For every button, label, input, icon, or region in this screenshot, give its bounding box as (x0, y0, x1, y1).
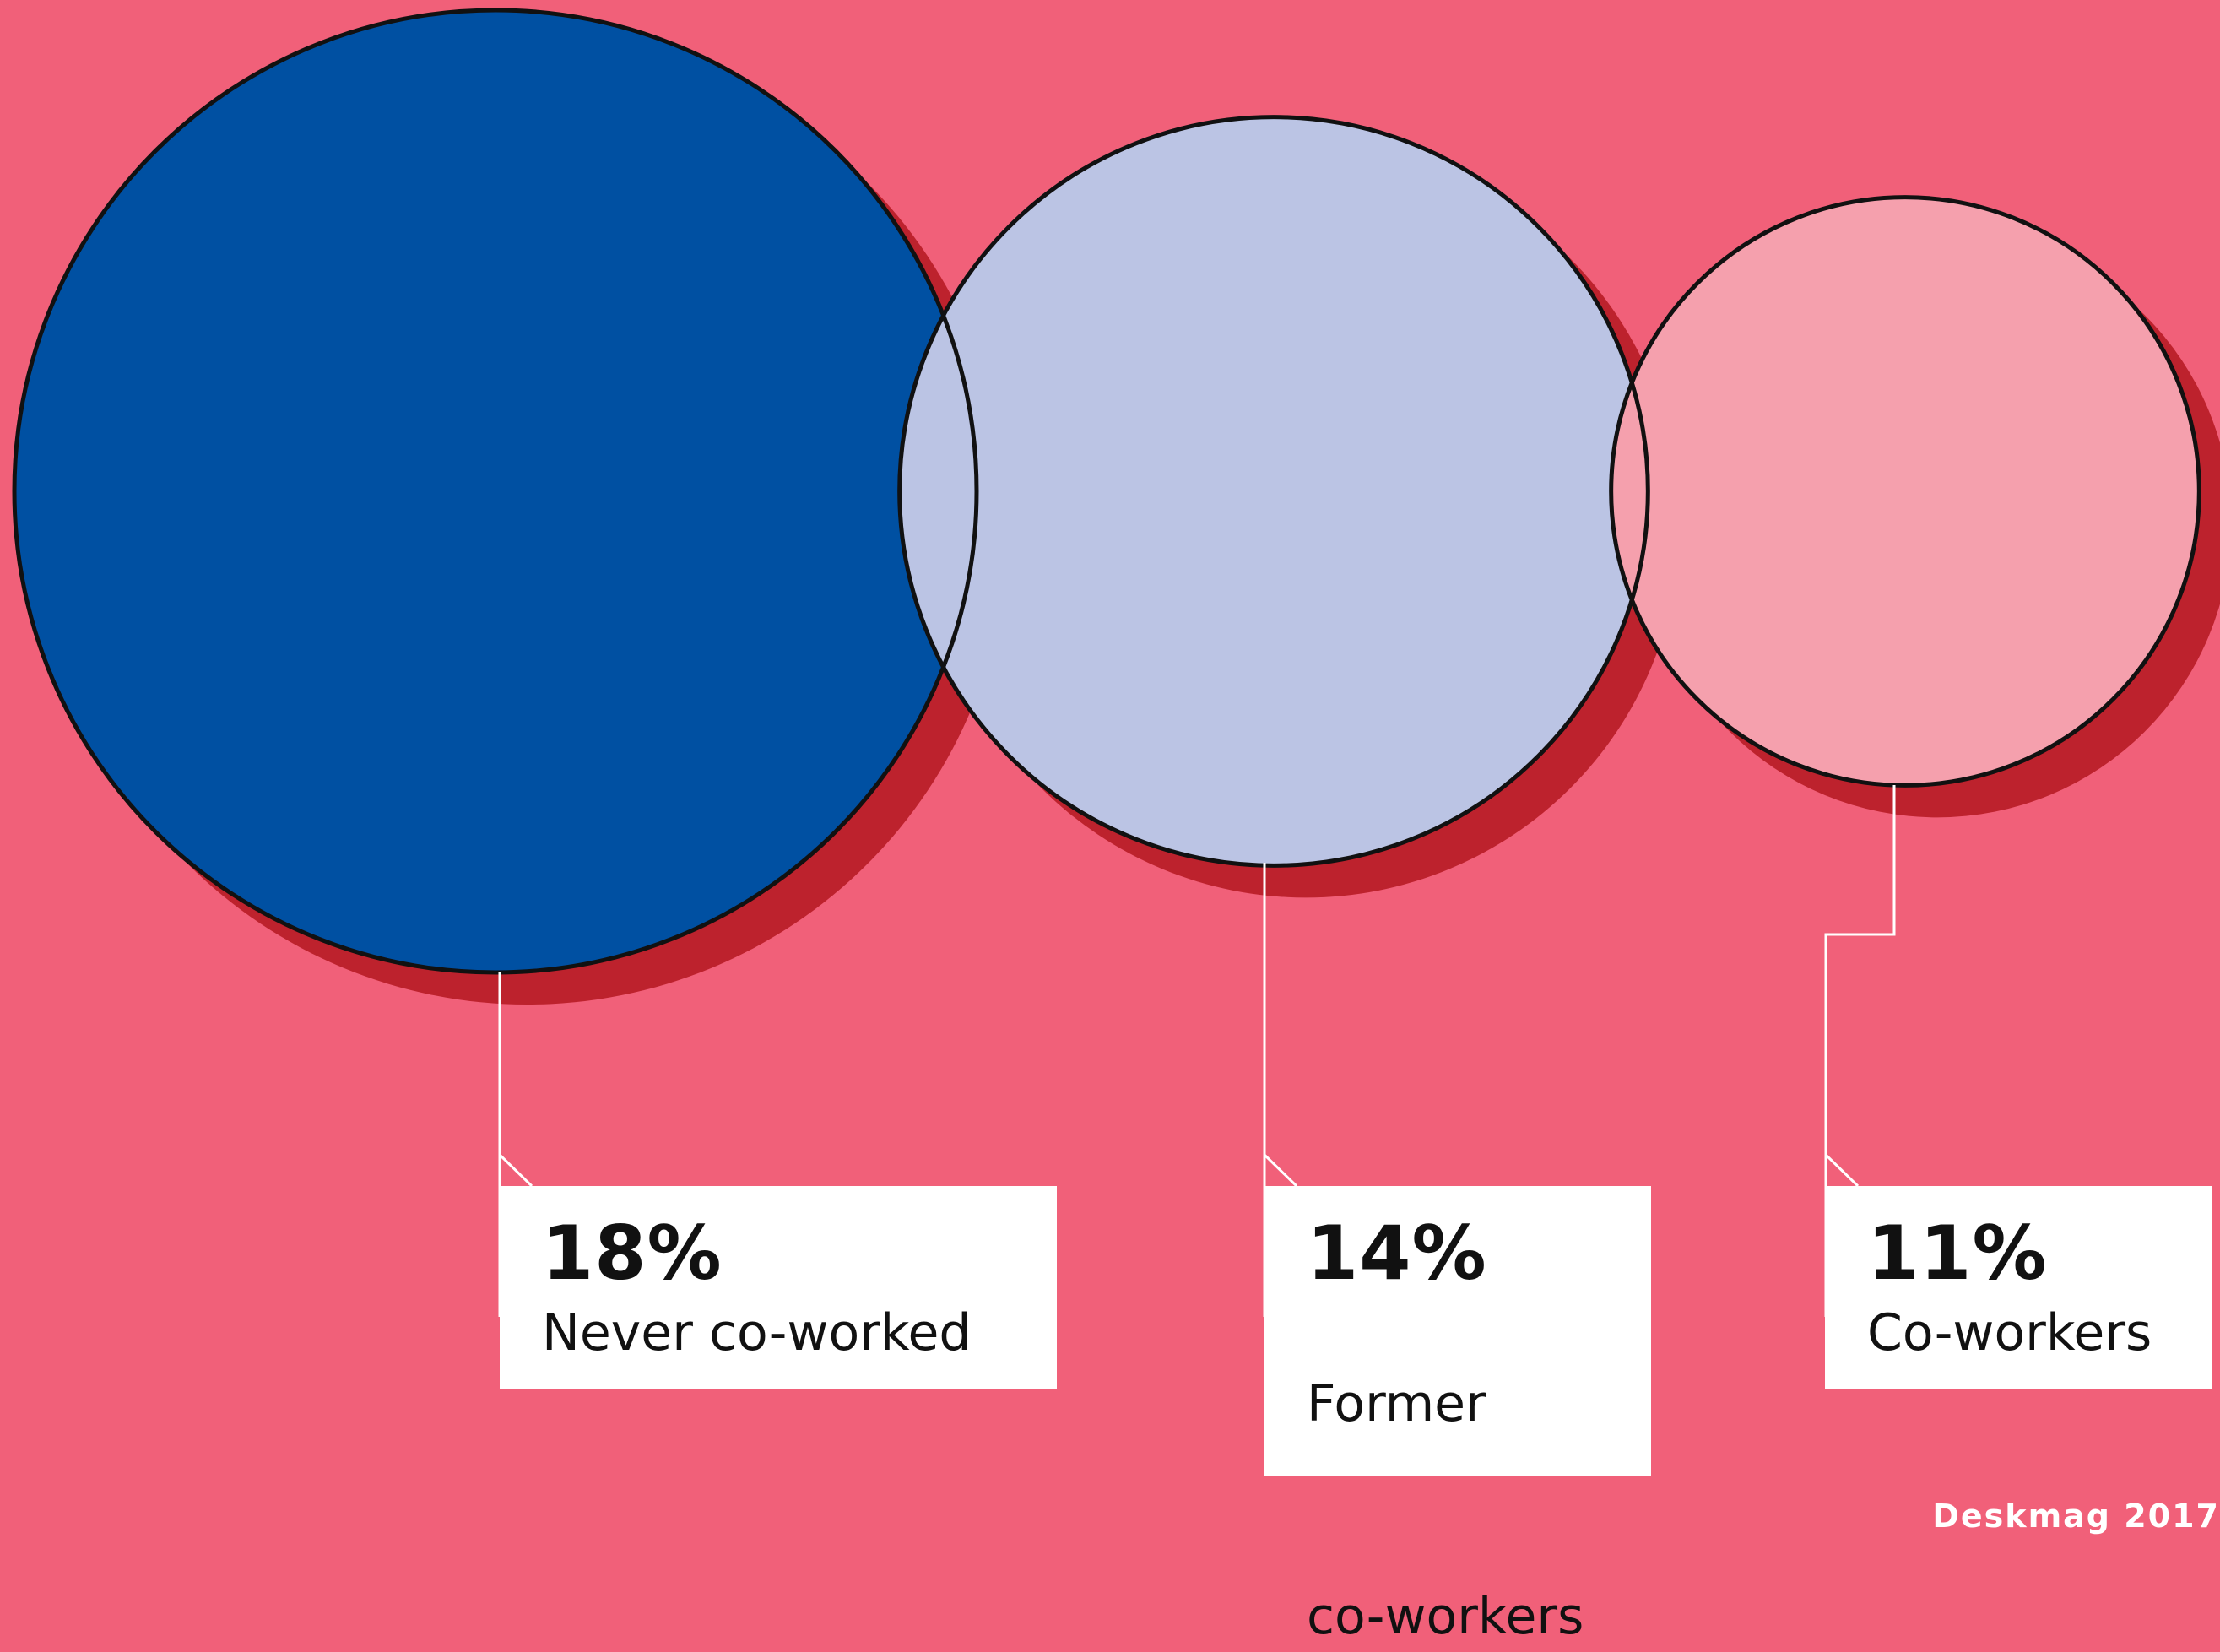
value-label-former-co-workers: 14% (1307, 1210, 1487, 1297)
bubble-outline-former-co-workers (897, 115, 1650, 868)
category-label-line: co-workers (1307, 1587, 1584, 1646)
label-box-co-workers: 11% Co-workers (1825, 1186, 2212, 1389)
category-label-former-co-workers: Former co-workers (1307, 1297, 1609, 1652)
category-label-line: Former (1307, 1374, 1486, 1433)
bubble-co-workers (1611, 197, 2200, 786)
bubble-outline-co-workers (1609, 195, 2201, 788)
leader-line-co-workers (1824, 785, 1896, 1317)
bubble-outlines (12, 8, 2201, 975)
label-box-former-co-workers: 14% Former co-workers (1264, 1186, 1651, 1646)
bubble-never-co-worked (14, 10, 977, 972)
value-label-never-co-worked: 18% (542, 1210, 723, 1297)
bubble-chart (12, 8, 2220, 1317)
category-label-co-workers: Co-workers (1867, 1303, 2152, 1362)
bubbles (14, 10, 2200, 972)
source-credit: Deskmag 2017 (1932, 1498, 2220, 1535)
value-label-co-workers: 11% (1867, 1210, 2048, 1297)
bubble-former-co-workers (899, 116, 1649, 866)
bubble-outline-never-co-worked (12, 8, 979, 975)
category-label-never-co-worked: Never co-worked (542, 1303, 972, 1362)
label-box-never-co-worked: 18% Never co-worked (500, 1186, 1057, 1389)
